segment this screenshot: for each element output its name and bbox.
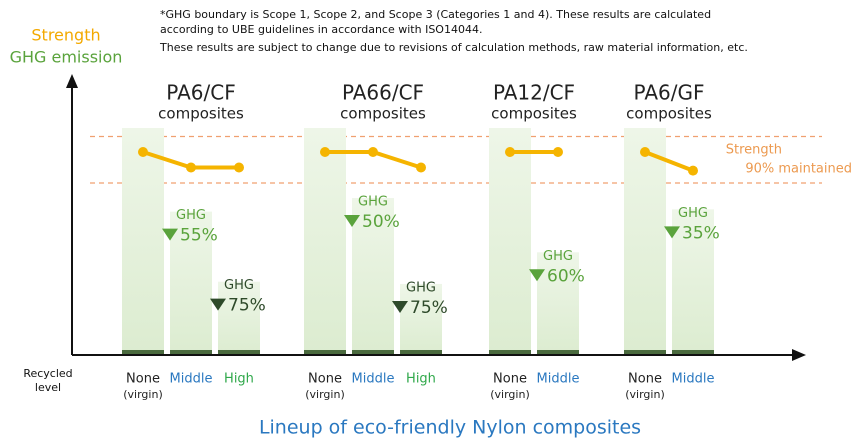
ghg-label: 60% [547,266,585,286]
bar [304,128,346,354]
note: These results are subject to change due … [159,41,748,54]
bar [218,281,260,354]
band-label: Strength [726,143,782,158]
ghg-arrow [392,300,408,313]
chart-title: Lineup of eco-friendly Nylon composites [259,417,641,439]
ghg-label: 55% [180,226,218,246]
ghg-prefix: GHG [406,280,436,295]
x-label: level [35,381,61,394]
bar [122,128,164,354]
category-label: PA12/CF [493,81,575,105]
bar-base [537,350,579,354]
level-label: None [308,372,342,387]
strength-point [234,162,244,173]
level-label: Middle [170,372,213,387]
ghg-label: 75% [410,298,448,318]
ghg-prefix: GHG [543,249,573,264]
level-sublabel: (virgin) [625,388,665,401]
level-label: Middle [672,372,715,387]
ghg-arrow [162,228,178,241]
category-label: PA6/CF [166,81,235,105]
level-label: None [126,372,160,387]
ghg-prefix: GHG [678,206,708,221]
ghg-label: 75% [228,296,266,316]
level-sublabel: (virgin) [490,388,530,401]
ghg-label: 35% [682,223,720,243]
ghg-prefix: GHG [358,195,388,210]
category-subtitle: composites [626,105,712,123]
level-label: None [493,372,527,387]
bar [170,211,212,354]
bar [352,198,394,354]
ghg-arrow [664,226,680,239]
bars [90,128,822,354]
bar [400,283,442,354]
category-subtitle: composites [158,105,244,123]
strength-point [640,147,650,157]
strength-line [644,150,694,173]
band-label: 90% maintained [745,162,852,177]
bar-base [122,350,164,354]
strength-point [368,147,378,157]
ghg-arrow [529,269,545,282]
level-label: Middle [352,372,395,387]
category-subtitle: composites [340,105,426,123]
bar [672,209,714,354]
bar-base [624,350,666,354]
bar-base [400,350,442,354]
bar-base [352,350,394,354]
note: according to UBE guidelines in accordanc… [160,23,482,36]
ghg-label: 50% [362,212,400,232]
bar [489,128,531,354]
note: *GHG boundary is Scope 1, Scope 2, and S… [160,8,711,21]
ghg-arrow [344,215,360,228]
bar-base [304,350,346,354]
ghg-prefix: GHG [176,208,206,223]
level-label: Middle [537,372,580,387]
bar-base [170,350,212,354]
bar [537,252,579,354]
ghg-prefix: GHG [224,278,254,293]
ghg-arrow [210,298,226,311]
category-label: PA66/CF [342,81,424,105]
strength-point [688,165,698,176]
x-arrow [792,349,806,361]
level-sublabel: (virgin) [123,388,163,401]
category-label: PA6/GF [634,81,705,105]
strength-point [416,162,426,173]
y-arrow [66,74,78,88]
strength-point [320,147,330,157]
category-subtitle: composites [491,105,577,123]
x-label: Recycled [23,367,72,380]
strength-point [186,162,196,173]
strength-point [138,147,148,157]
strength-point [505,147,515,157]
level-sublabel: (virgin) [305,388,345,401]
bar [624,128,666,354]
level-label: None [628,372,662,387]
ghg-label: GHG emission [10,48,123,67]
strength-point [553,147,563,157]
strength-label: Strength [31,26,100,45]
level-label: High [406,372,436,387]
bar-base [489,350,531,354]
bar-base [672,350,714,354]
bar-base [218,350,260,354]
level-label: High [224,372,254,387]
